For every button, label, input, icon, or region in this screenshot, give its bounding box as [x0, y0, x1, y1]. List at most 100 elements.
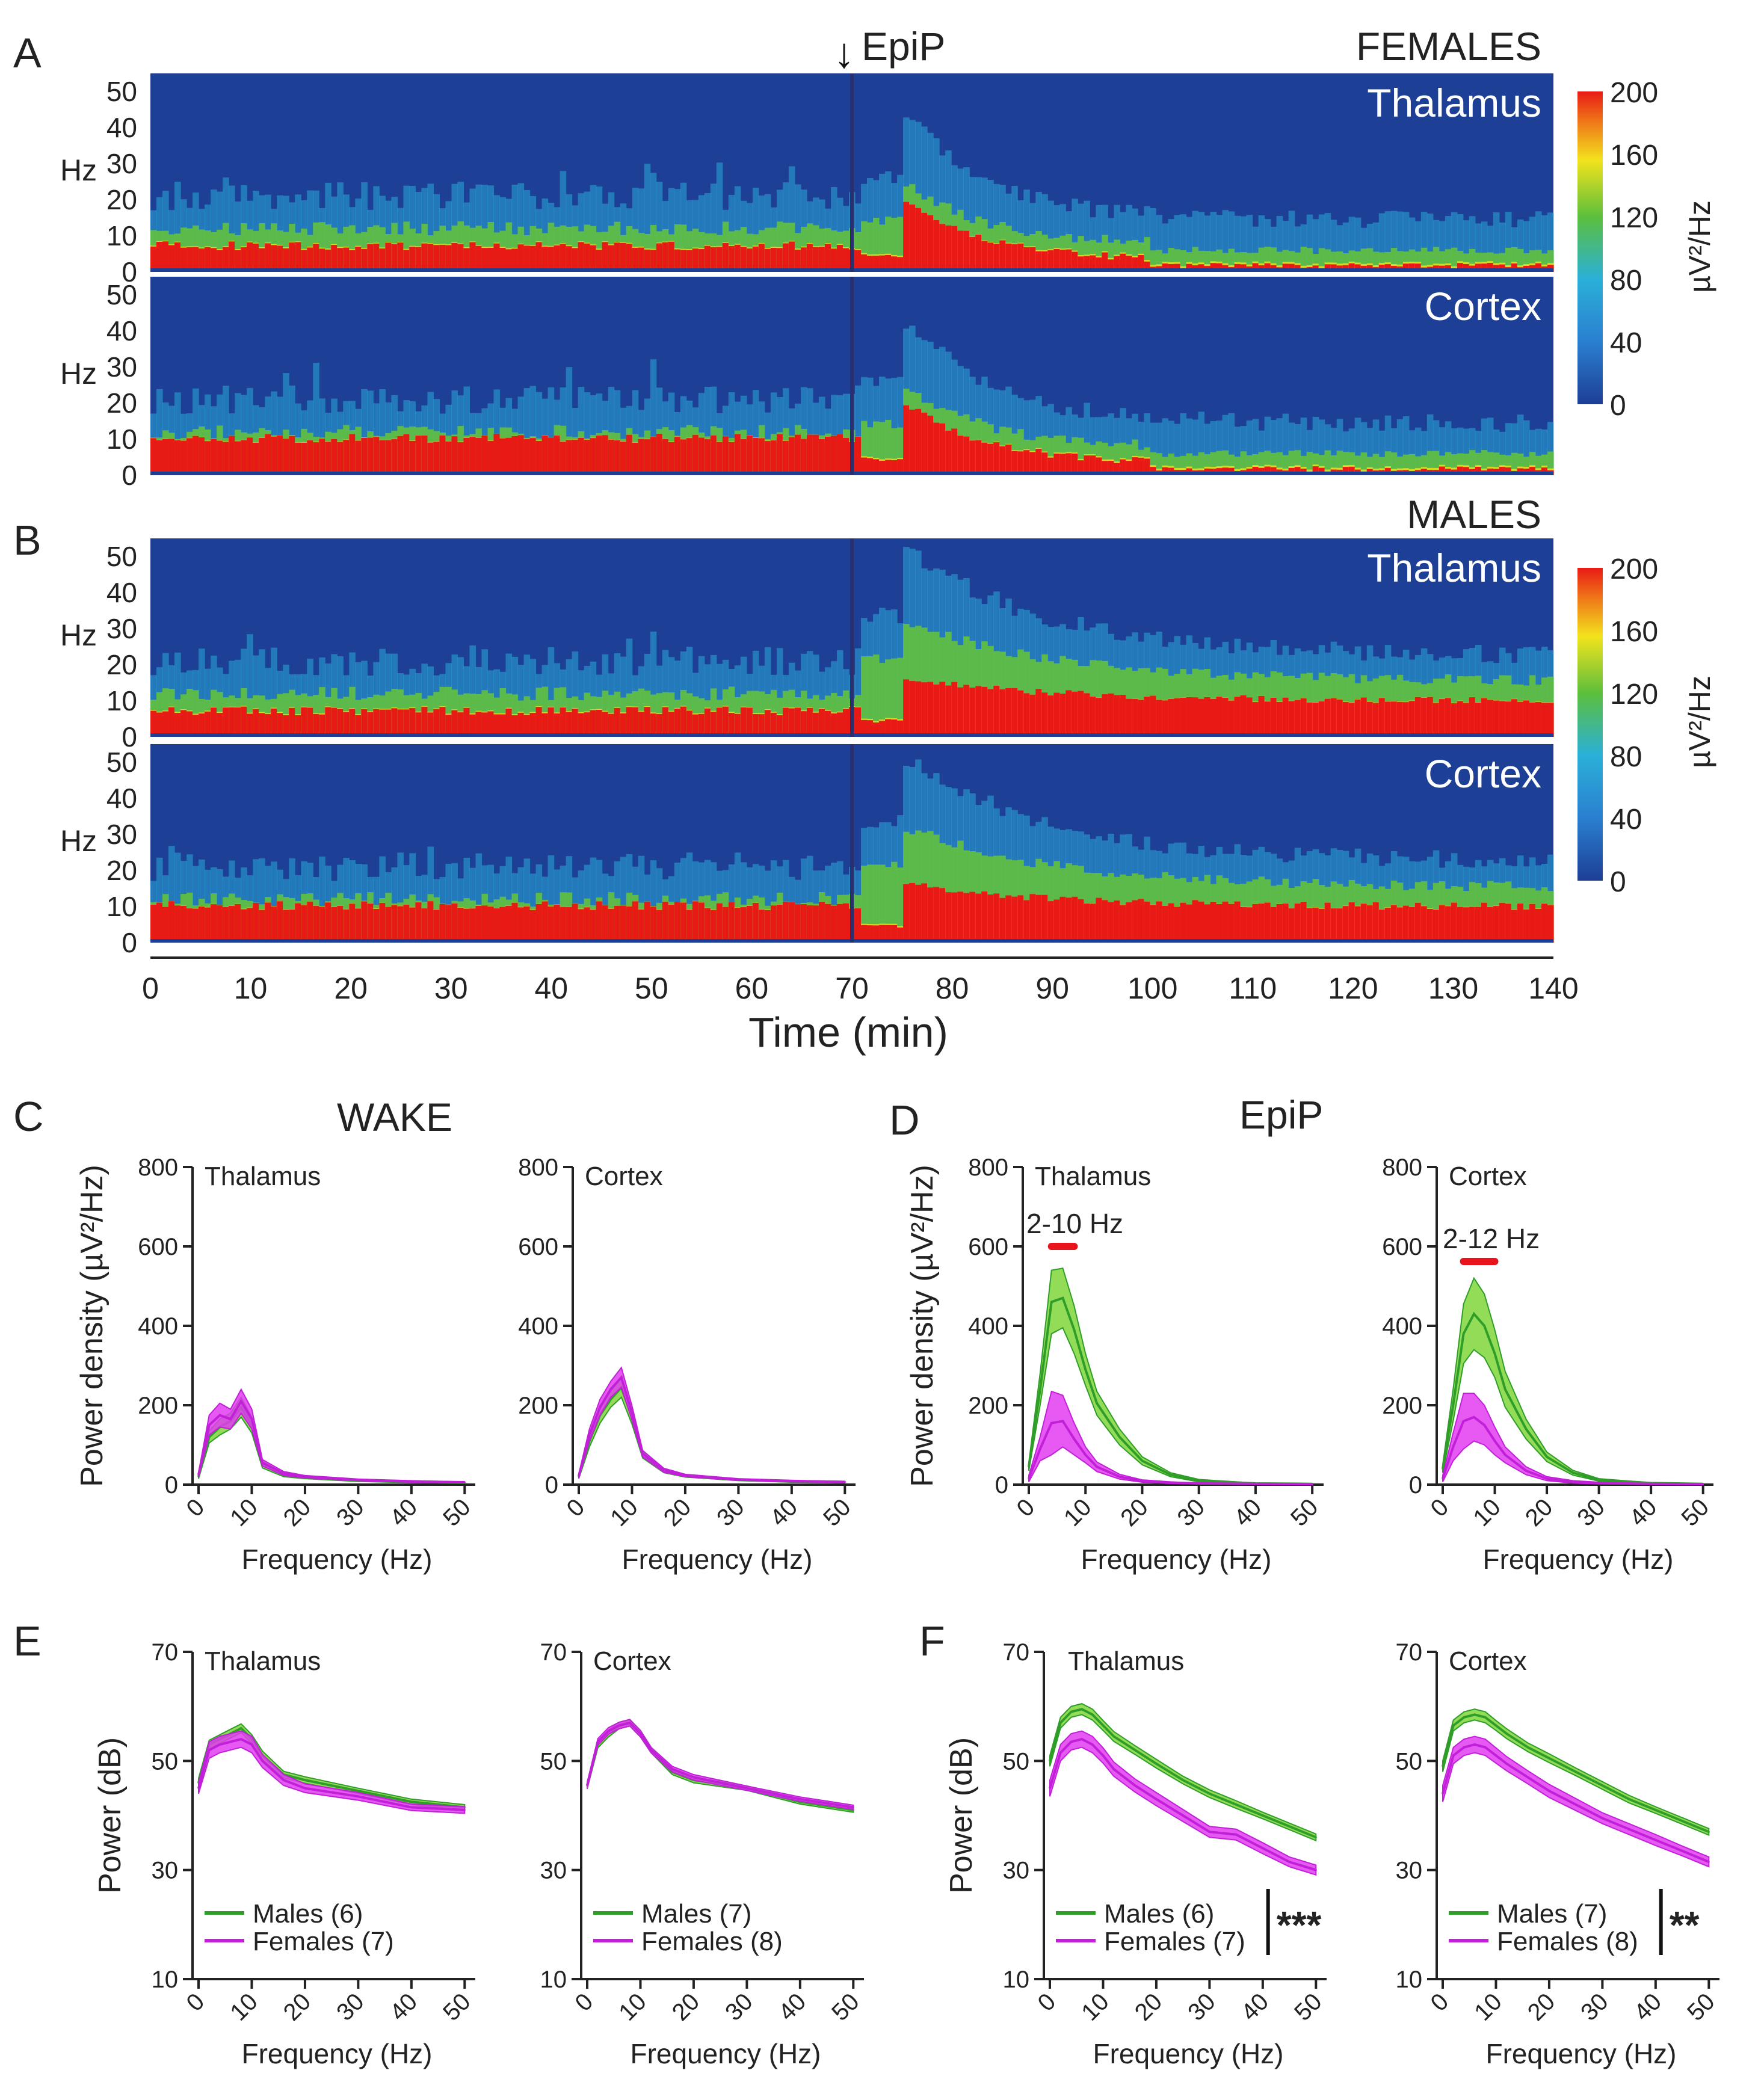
x-tick-label: 50 — [827, 1988, 865, 2026]
spectrogram-column-red — [1348, 902, 1355, 943]
spectrogram-column-green — [499, 688, 507, 737]
spectrogram-column-red — [1300, 902, 1307, 943]
spectrogram-column-cyan — [1228, 211, 1235, 272]
x-tick-label: 10 — [1059, 1494, 1097, 1532]
females-data-point — [1235, 1834, 1238, 1836]
females-data-point — [1262, 1847, 1264, 1849]
spectrogram-column-red — [1132, 900, 1139, 943]
spectrogram-column-cyan — [1354, 217, 1362, 272]
spectrogram-column-cyan — [1198, 212, 1205, 272]
spectrogram-column-red — [662, 901, 669, 943]
spectrogram-column-red — [259, 713, 265, 737]
spectrogram-column-red — [1288, 908, 1295, 943]
spectrogram-column-red — [1499, 264, 1506, 272]
spectrogram-column-red — [861, 925, 868, 943]
time-tick-label: 0 — [142, 972, 159, 1005]
spectrogram-column-red — [301, 905, 307, 943]
spectrogram-column-red — [1029, 894, 1036, 943]
spectrogram-column-red — [939, 224, 946, 272]
spectrogram-column-red — [584, 439, 591, 475]
spectrogram-column-red — [963, 230, 970, 272]
males-data-point — [1134, 1749, 1136, 1751]
spectrogram-column-red — [187, 247, 193, 272]
spectrogram-column-red — [349, 434, 356, 475]
spectrogram-column-red — [1084, 455, 1090, 475]
spectrogram-column-green — [1408, 249, 1416, 272]
spectrogram-column-red — [313, 713, 319, 737]
spectrogram-column-cyan — [830, 863, 837, 943]
spectrogram-column-red — [1258, 903, 1265, 943]
spectrogram-column-red — [716, 707, 723, 737]
spectrogram-column-red — [794, 904, 801, 943]
females-data-point — [1059, 1752, 1062, 1754]
spectrogram-column-red — [909, 882, 916, 943]
time-tick-label: 20 — [334, 972, 368, 1005]
spectrogram-column-green — [1481, 450, 1488, 475]
spectrogram-column-red — [1258, 695, 1265, 737]
spectrogram-column-red — [620, 905, 627, 943]
males-data-point — [1182, 1779, 1184, 1781]
females-data-point — [1102, 1754, 1104, 1757]
spectrogram-column-cyan — [933, 138, 940, 272]
spectrogram-column-green — [1432, 451, 1440, 475]
spectrogram-column-red — [1084, 693, 1090, 737]
spectrogram-column-green — [891, 861, 898, 943]
spectrogram-column-red — [403, 904, 410, 943]
spectrogram-column-red — [1065, 898, 1072, 943]
spectrogram-column-green — [1493, 253, 1500, 272]
spectrogram-column-red — [180, 247, 187, 272]
spectrogram-column-cyan — [1011, 185, 1018, 272]
y-tick-label: 200 — [1382, 1393, 1422, 1419]
spectrogram-column-cyan — [1228, 413, 1235, 475]
spectrogram-column-red — [957, 436, 964, 475]
males-data-point — [1463, 1716, 1465, 1719]
spectrogram-column-red — [981, 442, 988, 475]
spectrogram-column-red — [1330, 264, 1337, 272]
spectrogram-column-red — [391, 244, 398, 272]
x-tick-label: 0 — [1426, 1494, 1454, 1522]
spectrogram-column-red — [885, 254, 892, 272]
spectrogram-column-red — [806, 244, 813, 272]
spectrogram-column-red — [162, 711, 169, 737]
spectrogram-column-red — [235, 250, 241, 272]
spectrogram-column-cyan — [1523, 221, 1530, 272]
spectrogram-column-green — [1078, 236, 1084, 272]
spectrogram-column-red — [265, 713, 271, 737]
spectrogram-column-red — [307, 707, 313, 737]
spectrogram-column-green — [1174, 457, 1181, 475]
spectrogram-column-cyan — [566, 367, 573, 475]
spectrogram-column-cyan — [1414, 427, 1422, 475]
spectrogram-column-red — [373, 908, 380, 943]
spectrogram-column-red — [891, 719, 898, 737]
spectrogram-column-cyan — [1408, 430, 1416, 475]
males-data-point — [1707, 1831, 1710, 1833]
spectrogram-column-red — [547, 906, 555, 943]
significance-stars: *** — [1277, 1903, 1322, 1947]
spectrogram-column-red — [343, 909, 350, 943]
spectrogram-column-cyan — [1414, 221, 1422, 272]
x-tick-label: 30 — [332, 1988, 369, 2026]
spectrogram-column-cyan — [445, 864, 452, 943]
spectrogram-column-cyan — [1426, 213, 1434, 272]
spectrogram-column-red — [680, 250, 687, 272]
spectrogram-column-red — [187, 908, 193, 943]
spectrogram-column-cyan — [638, 188, 645, 272]
spectrogram-column-red — [475, 245, 483, 272]
spectrogram-column-cyan — [1541, 215, 1548, 272]
x-tick-label: 40 — [765, 1494, 803, 1532]
spectrogram-column-red — [1252, 467, 1259, 475]
spectrogram-column-red — [373, 709, 380, 737]
spectrogram-column-red — [1053, 454, 1060, 475]
spectrogram-column-red — [987, 689, 994, 737]
spectrogram-column-red — [397, 709, 404, 737]
spectrogram-column-red — [427, 712, 434, 737]
spectrogram-column-red — [1439, 699, 1446, 737]
spectrogram-column-red — [529, 245, 537, 272]
spectrogram-column-green — [867, 427, 874, 475]
spectrogram-column-cyan — [650, 173, 657, 272]
spectrogram-column-red — [1017, 243, 1024, 272]
spectrogram-column-red — [1318, 467, 1325, 475]
spectrogram-column-cyan — [1475, 223, 1482, 272]
